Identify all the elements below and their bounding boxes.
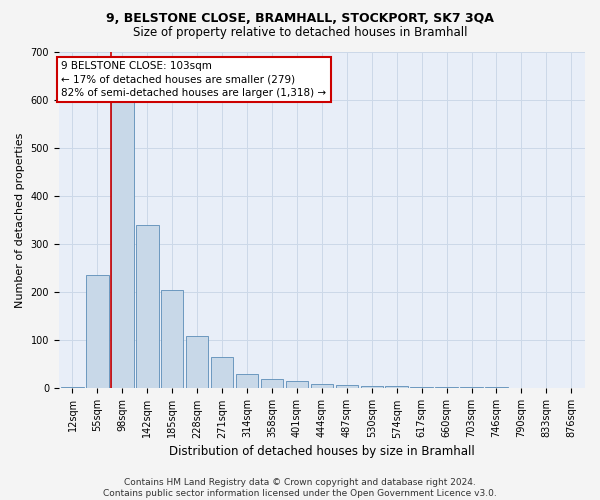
Text: Size of property relative to detached houses in Bramhall: Size of property relative to detached ho… bbox=[133, 26, 467, 39]
Bar bbox=[261, 379, 283, 388]
Bar bbox=[186, 336, 208, 388]
Bar bbox=[161, 290, 184, 388]
Bar bbox=[111, 76, 134, 388]
Bar bbox=[436, 387, 458, 388]
Bar bbox=[410, 386, 433, 388]
Bar bbox=[211, 357, 233, 388]
Text: 9, BELSTONE CLOSE, BRAMHALL, STOCKPORT, SK7 3QA: 9, BELSTONE CLOSE, BRAMHALL, STOCKPORT, … bbox=[106, 12, 494, 26]
Text: Contains HM Land Registry data © Crown copyright and database right 2024.
Contai: Contains HM Land Registry data © Crown c… bbox=[103, 478, 497, 498]
Bar bbox=[61, 387, 84, 388]
Bar bbox=[286, 381, 308, 388]
Bar bbox=[86, 275, 109, 388]
Bar bbox=[385, 386, 408, 388]
Bar bbox=[136, 225, 158, 388]
Bar bbox=[236, 374, 258, 388]
X-axis label: Distribution of detached houses by size in Bramhall: Distribution of detached houses by size … bbox=[169, 444, 475, 458]
Text: 9 BELSTONE CLOSE: 103sqm
← 17% of detached houses are smaller (279)
82% of semi-: 9 BELSTONE CLOSE: 103sqm ← 17% of detach… bbox=[61, 61, 326, 98]
Bar bbox=[311, 384, 333, 388]
Y-axis label: Number of detached properties: Number of detached properties bbox=[15, 132, 25, 308]
Bar bbox=[335, 384, 358, 388]
Bar bbox=[361, 386, 383, 388]
